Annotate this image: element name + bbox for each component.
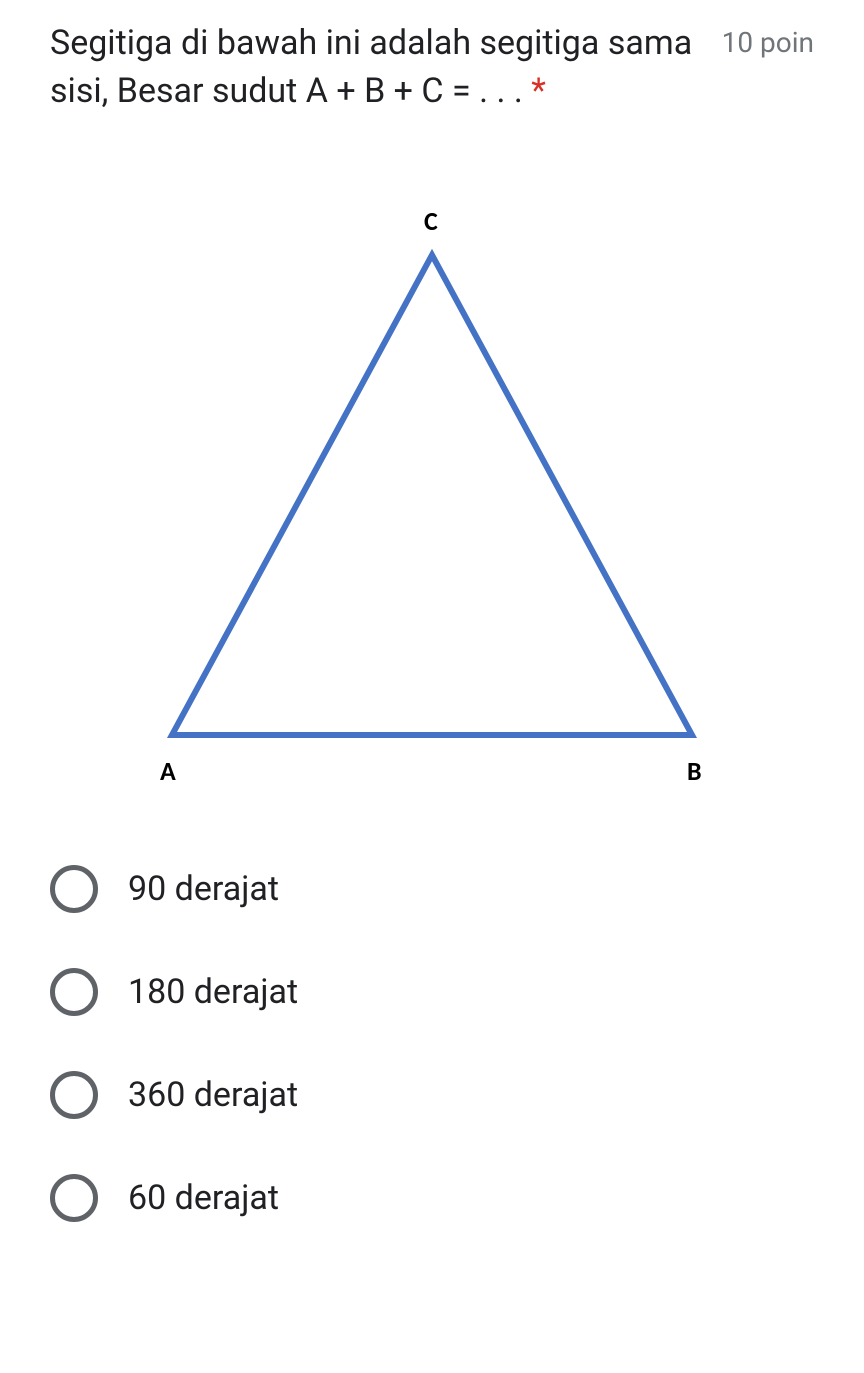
option-0[interactable]: 90 derajat — [50, 865, 814, 913]
vertex-label-c: C — [424, 205, 438, 237]
option-label: 360 derajat — [128, 1075, 298, 1115]
question-text: Segitiga di bawah ini adalah segitiga sa… — [50, 20, 702, 115]
required-indicator: * — [531, 71, 546, 111]
vertex-label-a: A — [160, 755, 176, 787]
triangle-diagram: C A B — [50, 195, 814, 805]
option-1[interactable]: 180 derajat — [50, 968, 814, 1016]
option-label: 180 derajat — [128, 972, 298, 1012]
question-text-content: Segitiga di bawah ini adalah segitiga sa… — [50, 23, 692, 111]
radio-icon — [50, 1071, 98, 1119]
triangle-svg: C A B — [132, 195, 732, 805]
options-list: 90 derajat 180 derajat 360 derajat 60 de… — [50, 865, 814, 1222]
points-label: 10 poin — [722, 20, 814, 59]
option-2[interactable]: 360 derajat — [50, 1071, 814, 1119]
radio-icon — [50, 968, 98, 1016]
radio-icon — [50, 865, 98, 913]
option-3[interactable]: 60 derajat — [50, 1174, 814, 1222]
option-label: 90 derajat — [128, 869, 279, 909]
radio-icon — [50, 1174, 98, 1222]
option-label: 60 derajat — [128, 1178, 279, 1218]
triangle-shape — [172, 255, 692, 735]
vertex-label-b: B — [687, 755, 702, 787]
question-header: Segitiga di bawah ini adalah segitiga sa… — [50, 20, 814, 115]
